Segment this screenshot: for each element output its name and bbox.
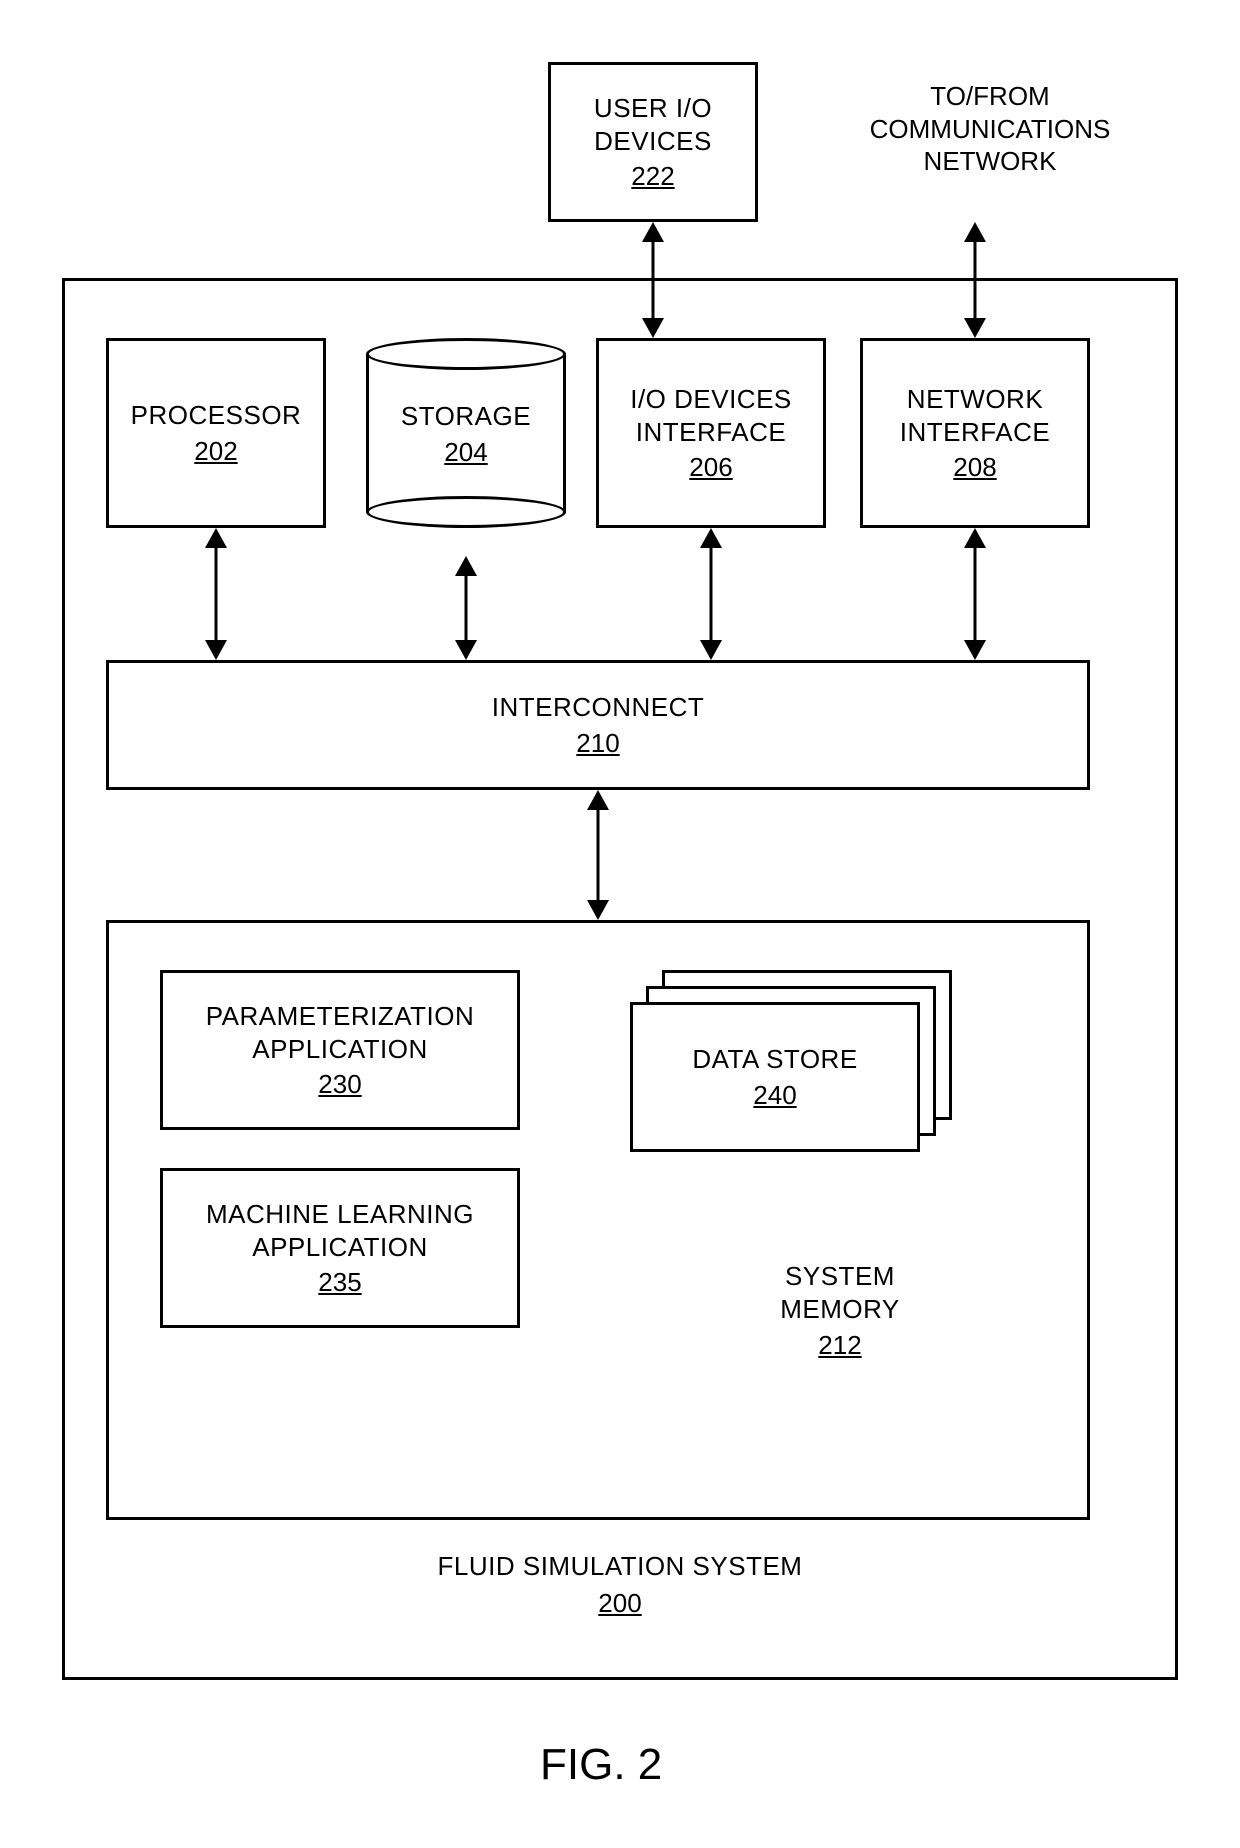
double-arrow-1 [964,222,986,338]
sys-mem-label: SYSTEMMEMORY [720,1260,960,1325]
system-label-block: FLUID SIMULATION SYSTEM 200 [380,1550,860,1619]
double-arrow-6 [587,790,609,920]
storage-num: 204 [366,437,566,468]
net-iface-label: NETWORKINTERFACE [900,383,1050,448]
node-processor: PROCESSOR 202 [106,338,326,528]
user-io-num: 222 [631,161,674,192]
ml-app-label: MACHINE LEARNINGAPPLICATION [206,1198,474,1263]
node-network-interface: NETWORKINTERFACE 208 [860,338,1090,528]
param-app-label: PARAMETERIZATIONAPPLICATION [206,1000,475,1065]
double-arrow-3 [455,556,477,660]
param-app-num: 230 [318,1069,361,1100]
system-memory-label-block: SYSTEMMEMORY 212 [720,1260,960,1362]
io-iface-num: 206 [689,452,732,483]
storage-label: STORAGE [366,400,566,433]
system-label: FLUID SIMULATION SYSTEM [380,1550,860,1583]
diagram-canvas: USER I/ODEVICES 222 TO/FROMCOMMUNICATION… [0,0,1240,1848]
node-storage: STORAGE 204 [366,338,566,528]
ml-app-num: 235 [318,1267,361,1298]
net-iface-num: 208 [953,452,996,483]
double-arrow-0 [642,222,664,338]
node-machine-learning-app: MACHINE LEARNINGAPPLICATION 235 [160,1168,520,1328]
node-io-devices-interface: I/O DEVICESINTERFACE 206 [596,338,826,528]
node-parameterization-app: PARAMETERIZATIONAPPLICATION 230 [160,970,520,1130]
comms-network-label: TO/FROMCOMMUNICATIONSNETWORK [820,80,1160,178]
double-arrow-5 [964,528,986,660]
double-arrow-4 [700,528,722,660]
interconnect-label: INTERCONNECT [492,691,705,724]
io-iface-label: I/O DEVICESINTERFACE [630,383,792,448]
data-store-doc-front: DATA STORE 240 [630,1002,920,1152]
processor-label: PROCESSOR [131,399,302,432]
interconnect-num: 210 [576,728,619,759]
system-num: 200 [380,1587,860,1620]
user-io-label: USER I/ODEVICES [594,92,712,157]
processor-num: 202 [194,436,237,467]
data-store-label: DATA STORE [692,1043,857,1076]
sys-mem-num: 212 [720,1329,960,1362]
data-store-num: 240 [753,1080,796,1111]
double-arrow-2 [205,528,227,660]
node-data-store: DATA STORE 240 [630,970,952,1152]
node-interconnect: INTERCONNECT 210 [106,660,1090,790]
node-user-io-devices: USER I/ODEVICES 222 [548,62,758,222]
figure-caption: FIG. 2 [540,1740,662,1790]
